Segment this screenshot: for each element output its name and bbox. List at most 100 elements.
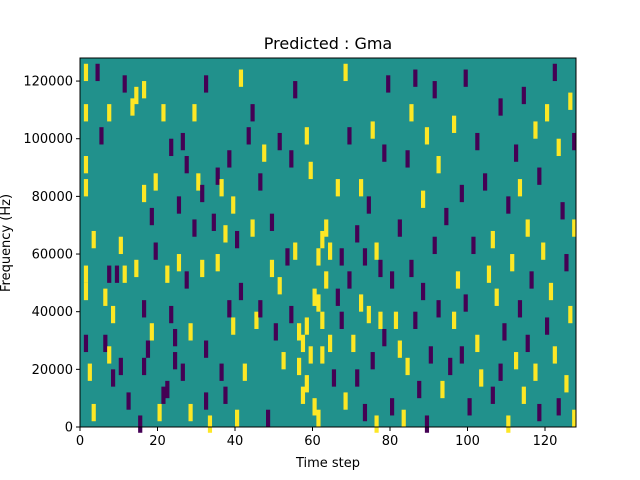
heatmap-cell-high [304,375,309,393]
heatmap-cell-low [564,254,569,272]
heatmap-cell-low [498,363,503,381]
heatmap-cell-high [83,179,89,197]
heatmap-cell-high [366,305,371,324]
heatmap-cell-low [537,403,542,422]
heatmap-cell-high [207,415,213,433]
heatmap-cell-low [145,340,151,358]
heatmap-cell-low [266,409,271,427]
heatmap-cell-low [362,403,368,422]
heatmap-cell-high [153,173,158,191]
heatmap-cell-high [393,311,399,329]
heatmap-cell-high [142,184,147,203]
heatmap-cell-high [91,230,96,249]
heatmap-cell-low [521,86,526,105]
heatmap-cell-high [238,69,244,87]
heatmap-cell-high [533,121,538,139]
heatmap-cell-low [176,196,182,214]
heatmap-cell-low [192,219,197,237]
heatmap-cell-low [153,242,158,260]
x-axis: 0 20 40 60 80 100 120 [76,427,558,449]
heatmap-cell-high [409,104,414,122]
heatmap-cell-low [514,144,519,162]
heatmap-cell-high [374,242,379,260]
heatmap-cell-low [250,104,255,122]
heatmap-cell-high [568,92,573,110]
heatmap-cell-high [324,271,329,289]
heatmap-cell-low [362,248,368,266]
x-tick-label: 120 [533,434,558,449]
heatmap-cell-low [506,196,511,214]
heatmap-cell-high [118,236,123,255]
heatmap-cell-high [568,305,573,324]
heatmap-cell-low [122,75,127,93]
heatmap-cell-high [401,409,406,427]
heatmap-cell-low [490,386,495,404]
heatmap-cell-low [180,132,185,151]
heatmap-cell-low [409,259,414,278]
heatmap-cell-high [269,259,275,278]
heatmap-cell-low [238,282,244,301]
y-tick-label: 40000 [32,305,73,320]
y-tick-label: 120000 [23,75,73,90]
heatmap-cell-high [231,317,236,335]
heatmap-cell-low [390,398,395,416]
heatmap-cell-high [300,334,306,353]
x-tick-label: 80 [382,434,399,449]
heatmap-cell-low [331,369,337,387]
heatmap-cell-high [262,144,267,162]
heatmap-cell-low [180,363,185,381]
heatmap-cell-high [277,277,282,295]
heatmap-cell-high [351,334,356,353]
heatmap-cell-low [204,75,209,93]
heatmap-cell-low [529,271,534,289]
heatmap-cell-low [390,271,395,289]
heatmap-cell-low [289,305,294,324]
heatmap-cell-high [370,121,375,139]
heatmap-cell-low [459,346,464,364]
heatmap-cell-low [556,398,561,416]
heatmap-cell-high [188,323,193,341]
heatmap-cell-low [347,271,352,289]
heatmap-cell-low [269,213,275,231]
heatmap-cell-low [498,98,503,116]
heatmap-cell-low [204,392,209,410]
heatmap-cell-high [397,340,402,358]
heatmap-cell-high [312,288,317,306]
heatmap-cell-low [463,69,468,87]
heatmap-cell-high [304,317,309,335]
heatmap-cell-low [459,184,464,203]
heatmap-cell-high [572,219,577,237]
heatmap-cell-low [347,127,352,145]
heatmap-cell-low [285,248,290,266]
heatmap-cell-low [537,167,542,185]
heatmap-cell-high [521,386,526,404]
y-tick-label: 80000 [32,190,73,205]
heatmap-cell-low [227,300,232,318]
heatmap-cell-high [374,415,379,433]
heatmap-cell-high [572,409,577,427]
y-tick-label: 100000 [23,132,73,147]
heatmap-cell-high [142,81,147,99]
heatmap-cell-high [308,346,313,364]
heatmap-cell-high [552,346,557,364]
heatmap-cell-high [440,380,445,399]
heatmap-cell-low [432,81,437,99]
heatmap-cell-high [343,392,348,410]
heatmap-cell-high [452,311,457,329]
heatmap-cell-low [293,81,298,99]
heatmap-cell-low [339,248,344,266]
heatmap-cell-high [490,230,495,249]
heatmap-cell-low [258,300,263,318]
heatmap-cell-high [192,104,197,122]
heatmap-cell-high [134,259,139,278]
heatmap-cell-low [142,300,147,318]
heatmap-cell-low [223,386,228,404]
heatmap-cell-high [316,248,321,266]
heatmap-cell-high [324,219,329,237]
x-tick-label: 0 [76,434,84,449]
heatmap-cell-low [413,311,418,329]
heatmap-cell-low [471,236,476,255]
heatmap-cell-high [320,230,325,249]
y-tick-label: 0 [65,421,73,436]
heatmap-cell-low [165,380,170,399]
